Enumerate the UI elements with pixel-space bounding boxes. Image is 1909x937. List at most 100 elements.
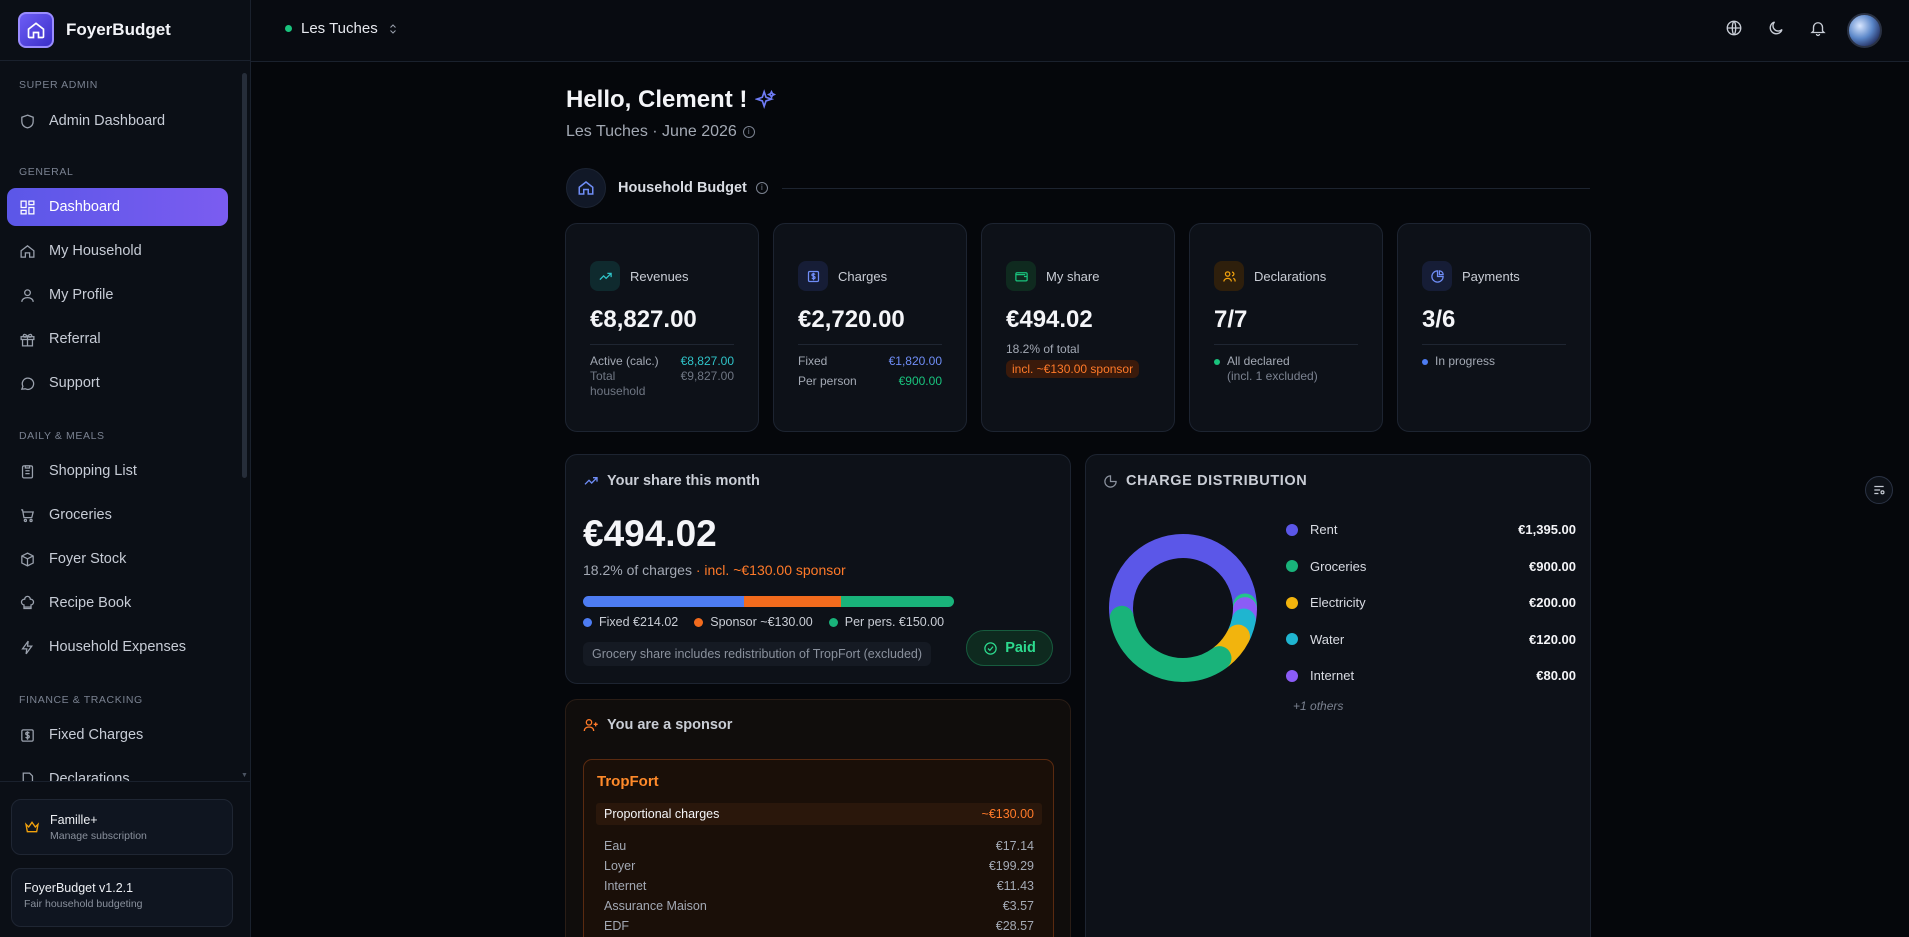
legend-dot [1286,560,1298,572]
gift-icon [20,333,35,347]
sidebar-item-household-expenses[interactable]: Household Expenses [7,628,228,666]
sidebar-item-fixed-charges[interactable]: Fixed Charges [7,716,228,754]
box-icon [21,551,34,567]
kpi-icon [590,261,620,291]
kpi-row-value: €1,820.00 [888,354,942,368]
sidebar-divider [0,781,250,782]
subtitle-text: Les Tuches · June 2026 [566,123,737,140]
list-filter-icon [1874,485,1885,495]
share-legend: Fixed €214.02 Sponsor ~€130.00 Per pers.… [583,615,960,629]
kpi-my-share: My share €494.02 18.2% of total incl. ~€… [981,223,1175,432]
top-header: Les Tuches [251,0,1909,62]
pie-chart-icon [1104,474,1117,488]
donut-slice[interactable] [1109,534,1257,628]
cart-icon [21,508,34,522]
avatar[interactable] [1847,13,1882,48]
sidebar-item-label: Dashboard [49,199,120,215]
legend-dot [583,617,592,627]
prop-label: Proportional charges [604,807,720,821]
sidebar-item-support[interactable]: Support [7,364,228,402]
dollar-icon [21,728,34,742]
sponsor-line-value: €17.14 [995,839,1034,853]
sidebar-scrollbar[interactable] [242,73,247,478]
sidebar-item-my-household[interactable]: My Household [7,232,228,270]
paid-button[interactable]: Paid [966,630,1053,666]
share-progress-bar [583,596,954,607]
kpi-row: Fixed €1,820.00 [798,354,942,369]
distribution-donut-chart [1109,534,1257,682]
kpi-value: €2,720.00 [798,306,905,333]
brand[interactable]: FoyerBudget [0,0,250,61]
filter-button[interactable] [1865,476,1893,504]
legend-sponsor: Sponsor ~€130.00 [694,615,813,629]
kpi-charges: Charges €2,720.00 Fixed €1,820.00 Per pe… [773,223,967,432]
kpi-value: €8,827.00 [590,306,697,333]
distribution-label: Internet [1310,668,1355,683]
section-icon [566,168,606,208]
legend-fixed: Fixed €214.02 [583,615,678,629]
share-title: Your share this month [607,473,760,489]
status-dot [285,25,292,32]
household-name: Les Tuches [301,20,378,37]
kpi-status-text: In progress [1435,354,1496,368]
notifications-button[interactable] [1809,19,1831,41]
sidebar-item-declarations[interactable]: Declarations [7,760,228,781]
sponsor-line: Eau €17.14 [604,839,1034,853]
section-finance-tracking: Finance & Tracking [19,694,143,706]
sidebar-item-shopping-list[interactable]: Shopping List [7,452,228,490]
home-icon [20,244,35,258]
info-icon[interactable]: i [755,182,768,194]
sidebar-item-label: Recipe Book [49,595,132,611]
brand-name: FoyerBudget [66,20,171,39]
sponsor-detail: TropFort Proportional charges ~€130.00 E… [583,759,1054,937]
household-selector[interactable]: Les Tuches [285,20,399,37]
sponsor-line-label: Assurance Maison [604,899,707,913]
sidebar-item-foyer-stock[interactable]: Foyer Stock [7,540,228,578]
sponsor-line: Loyer €199.29 [604,859,1034,873]
kpi-row-value: €900.00 [898,374,942,388]
distribution-label: Water [1310,631,1345,647]
sponsor-line-label: Eau [604,839,627,853]
sidebar-item-recipe-book[interactable]: Recipe Book [7,584,228,622]
info-icon[interactable]: i [742,126,755,138]
paid-label: Paid [1005,640,1036,656]
legend-dot [1286,633,1298,645]
proportional-charges-row: Proportional charges ~€130.00 [596,803,1042,825]
sidebar-item-label: Fixed Charges [49,727,144,743]
plan-title: Famille+ [50,812,98,827]
scroll-down-arrow-icon[interactable]: ▼ [241,772,248,779]
kpi-revenues: Revenues €8,827.00 Active (calc.) €8,827… [565,223,759,432]
sidebar-item-dashboard[interactable]: Dashboard [7,188,228,226]
kpi-status: All declared [1214,354,1358,369]
distribution-label: Rent [1310,522,1338,537]
legend-dot [694,617,704,627]
distribution-item: Rent €1,395.00 [1286,522,1576,537]
sidebar-item-referral[interactable]: Referral [7,320,228,358]
sidebar-item-label: Shopping List [49,463,137,479]
language-button[interactable] [1725,19,1747,41]
sponsor-title: You are a sponsor [607,717,733,733]
section-daily-meals: Daily & Meals [19,430,105,442]
page-title: Hello, Clement ! [566,86,777,114]
kpi-icon [1006,261,1036,291]
check-circle-icon [984,641,997,655]
legend-per-person: Per pers. €150.00 [828,615,944,629]
dollar-icon [807,270,819,282]
donut-slice[interactable] [1109,605,1232,682]
share-bar-segment [583,596,744,607]
kpi-value: €494.02 [1006,306,1093,333]
theme-toggle-button[interactable] [1767,19,1789,41]
kpi-declarations: Declarations 7/7 All declared (incl. 1 e… [1189,223,1383,432]
sidebar-item-admin-dashboard[interactable]: Admin Dashboard [7,102,228,140]
legend-dot [1286,596,1298,609]
kpi-value: 7/7 [1214,306,1248,333]
sidebar-item-my-profile[interactable]: My Profile [7,276,228,314]
sponsor-line-value: €199.29 [988,859,1034,873]
grocery-note: Grocery share includes redistribution of… [583,642,932,666]
kpi-row-value: €8,827.00 [680,354,734,368]
chevron-up-down-icon [389,23,396,34]
share-bar-segment [841,596,954,607]
sidebar-item-groceries[interactable]: Groceries [7,496,228,534]
plan-card[interactable]: Famille+ Manage subscription [11,799,233,855]
distribution-others[interactable]: +1 others [1293,699,1344,713]
